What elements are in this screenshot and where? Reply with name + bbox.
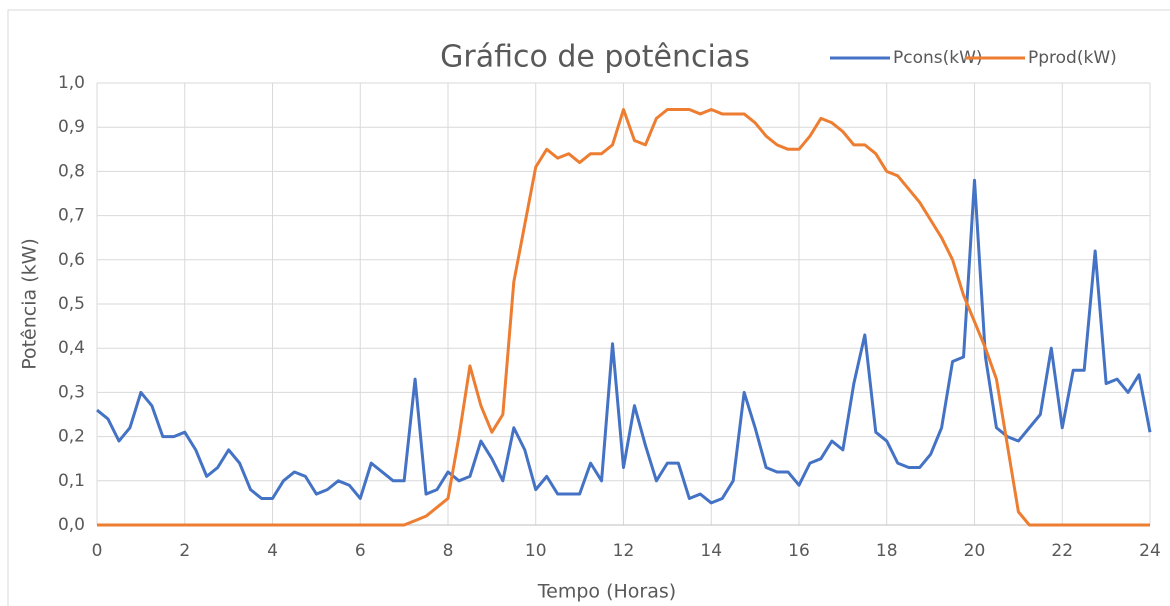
x-tick-label: 16 bbox=[788, 541, 810, 561]
x-tick-label: 2 bbox=[179, 541, 190, 561]
y-tick-label: 0,3 bbox=[58, 382, 85, 402]
y-tick-label: 0,7 bbox=[58, 206, 85, 226]
y-tick-label: 0,4 bbox=[58, 338, 85, 358]
x-tick-label: 20 bbox=[964, 541, 986, 561]
chart-frame bbox=[7, 9, 1170, 606]
legend-label: Pcons(kW) bbox=[893, 48, 983, 68]
x-tick-label: 10 bbox=[525, 541, 547, 561]
y-tick-label: 0,9 bbox=[58, 117, 85, 137]
y-tick-label: 1,0 bbox=[58, 73, 85, 93]
x-tick-label: 18 bbox=[876, 541, 898, 561]
x-tick-label: 12 bbox=[613, 541, 635, 561]
x-tick-label: 4 bbox=[267, 541, 278, 561]
y-axis-label: Potência (kW) bbox=[19, 238, 41, 370]
x-axis-label: Tempo (Horas) bbox=[537, 581, 676, 603]
y-tick-label: 0,5 bbox=[58, 294, 85, 314]
y-tick-label: 0,6 bbox=[58, 250, 85, 270]
x-tick-label: 24 bbox=[1139, 541, 1161, 561]
series-line bbox=[97, 108, 1150, 527]
x-tick-label: 22 bbox=[1051, 541, 1073, 561]
legend-label: Pprod(kW) bbox=[1028, 48, 1117, 68]
x-tick-label: 14 bbox=[700, 541, 722, 561]
series-line bbox=[96, 178, 1152, 505]
chart-title: Gráfico de potências bbox=[440, 40, 750, 75]
x-tick-label: 6 bbox=[355, 541, 366, 561]
x-tick-label: 8 bbox=[443, 541, 454, 561]
x-tick-label: 0 bbox=[92, 541, 103, 561]
y-tick-label: 0,8 bbox=[58, 161, 85, 181]
y-tick-label: 0,2 bbox=[58, 427, 85, 447]
y-tick-label: 0,1 bbox=[58, 471, 85, 491]
y-tick-label: 0,0 bbox=[58, 515, 85, 535]
